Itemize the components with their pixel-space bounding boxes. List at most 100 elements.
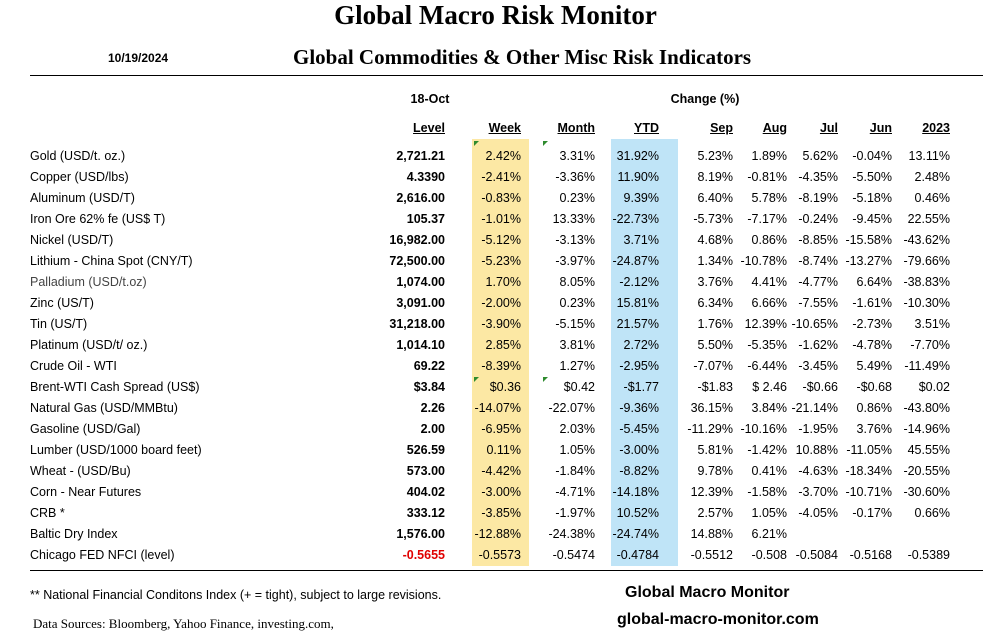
row-aug: 1.89%	[751, 149, 787, 163]
column-header-2023: 2023	[922, 121, 950, 135]
row-sep: -11.29%	[687, 422, 733, 436]
row-ytd: -14.18%	[612, 485, 659, 499]
row-y2023: -11.49%	[904, 359, 950, 373]
table-row: Gasoline (USD/Gal) 2.00 -6.95% 2.03% -5.45% -…	[0, 419, 991, 440]
row-sep: 9.78%	[697, 464, 733, 478]
row-jul: -3.45%	[798, 359, 838, 373]
brand-website: global-macro-monitor.com	[617, 611, 819, 628]
row-sep: 14.88%	[690, 527, 733, 541]
row-level: 2.26	[420, 401, 445, 415]
row-aug: -7.17%	[747, 212, 787, 226]
row-name: Iron Ore 62% fe (US$ T)	[30, 212, 166, 226]
column-header-jun: Jun	[869, 121, 892, 135]
row-week: -14.07%	[474, 401, 521, 415]
comment-marker	[543, 377, 548, 382]
row-aug: 6.66%	[751, 296, 787, 310]
row-sep: 5.50%	[697, 338, 733, 352]
row-jun: -0.5168	[849, 548, 892, 562]
row-ytd: -8.82%	[619, 464, 659, 478]
row-jun: -15.58%	[845, 233, 892, 247]
table-row: Aluminum (USD/T) 2,616.00 -0.83% 0.23% 9.39%…	[0, 188, 991, 209]
row-level: 72,500.00	[389, 254, 445, 268]
row-level: 1,074.00	[396, 275, 445, 289]
row-month: 0.23%	[559, 191, 595, 205]
row-name: Palladium (USD/t.oz)	[30, 275, 147, 289]
row-ytd: 31.92%	[616, 149, 659, 163]
row-aug: 3.84%	[751, 401, 787, 415]
row-y2023: -0.5389	[907, 548, 950, 562]
row-ytd: -22.73%	[612, 212, 659, 226]
row-sep: 6.40%	[697, 191, 733, 205]
row-ytd: 11.90%	[617, 170, 659, 184]
footer-rule	[30, 570, 983, 571]
row-y2023: -7.70%	[910, 338, 950, 352]
row-sep: 8.19%	[697, 170, 733, 184]
ytd-column-highlight	[611, 139, 678, 566]
column-header-jul: Jul	[819, 121, 838, 135]
row-ytd: -5.45%	[619, 422, 659, 436]
row-aug: -5.35%	[747, 338, 787, 352]
row-level: 16,982.00	[389, 233, 445, 247]
row-aug: 12.39%	[744, 317, 787, 331]
row-sep: 4.68%	[697, 233, 733, 247]
row-month: 1.27%	[559, 359, 595, 373]
row-y2023: -43.62%	[903, 233, 950, 247]
row-week: -0.5573	[478, 548, 521, 562]
row-sep: -5.73%	[693, 212, 733, 226]
row-week: 2.85%	[485, 338, 521, 352]
row-aug: 4.41%	[751, 275, 787, 289]
table-row: Tin (US/T) 31,218.00 -3.90% -5.15% 21.57% 1.7…	[0, 314, 991, 335]
row-aug: -0.508	[751, 548, 787, 562]
row-ytd: -2.12%	[619, 275, 659, 289]
table-row: Gold (USD/t. oz.) 2,721.21 2.42% 3.31% 31.92…	[0, 146, 991, 167]
row-y2023: 0.46%	[914, 191, 950, 205]
row-jul: -21.14%	[791, 401, 838, 415]
row-jul: -1.95%	[798, 422, 838, 436]
row-level: 2,721.21	[396, 149, 445, 163]
row-level: 573.00	[406, 464, 445, 478]
row-y2023: $0.02	[918, 380, 950, 394]
row-week: -12.88%	[474, 527, 521, 541]
row-level: 2,616.00	[396, 191, 445, 205]
comment-marker	[474, 141, 479, 146]
row-name: Crude Oil - WTI	[30, 359, 117, 373]
row-month: -3.36%	[555, 170, 595, 184]
date-label: 18-Oct	[410, 92, 450, 106]
row-week: -2.41%	[481, 170, 521, 184]
row-week: -6.95%	[481, 422, 521, 436]
row-y2023: 13.11%	[908, 149, 950, 163]
table-row: Brent-WTI Cash Spread (US$) $3.84 $0.36 $0.…	[0, 377, 991, 398]
row-month: -3.97%	[555, 254, 595, 268]
row-month: 3.31%	[559, 149, 595, 163]
table-row: Lumber (USD/1000 board feet) 526.59 0.11% 1…	[0, 440, 991, 461]
row-level: 3,091.00	[396, 296, 445, 310]
column-header-sep: Sep	[710, 121, 733, 135]
row-y2023: 22.55%	[907, 212, 950, 226]
row-level: 69.22	[413, 359, 445, 373]
row-jun: -5.50%	[852, 170, 892, 184]
row-jun: -18.34%	[845, 464, 892, 478]
row-jun: -0.17%	[852, 506, 892, 520]
row-y2023: -30.60%	[903, 485, 950, 499]
row-jun: 6.64%	[856, 275, 892, 289]
change-label: Change (%)	[670, 92, 740, 106]
row-sep: 5.81%	[697, 443, 733, 457]
row-jul: 10.88%	[795, 443, 838, 457]
row-week: -0.83%	[481, 191, 521, 205]
row-ytd: 9.39%	[623, 191, 659, 205]
row-level: $3.84	[413, 380, 445, 394]
row-week: -2.00%	[481, 296, 521, 310]
table-row: Iron Ore 62% fe (US$ T) 105.37 -1.01% 13.33…	[0, 209, 991, 230]
row-month: -24.38%	[548, 527, 595, 541]
row-aug: -10.78%	[740, 254, 787, 268]
row-name: Lithium - China Spot (CNY/T)	[30, 254, 193, 268]
row-jul: -10.65%	[791, 317, 838, 331]
column-header-month: Month	[557, 121, 595, 135]
row-sep: -7.07%	[693, 359, 733, 373]
row-week: -5.23%	[481, 254, 521, 268]
row-aug: 6.21%	[751, 527, 787, 541]
row-month: 3.81%	[559, 338, 595, 352]
table-row: Palladium (USD/t.oz) 1,074.00 1.70% 8.05% -2…	[0, 272, 991, 293]
table-row: Copper (USD/lbs) 4.3390 -2.41% -3.36% 11.90%…	[0, 167, 991, 188]
row-level: 526.59	[406, 443, 445, 457]
